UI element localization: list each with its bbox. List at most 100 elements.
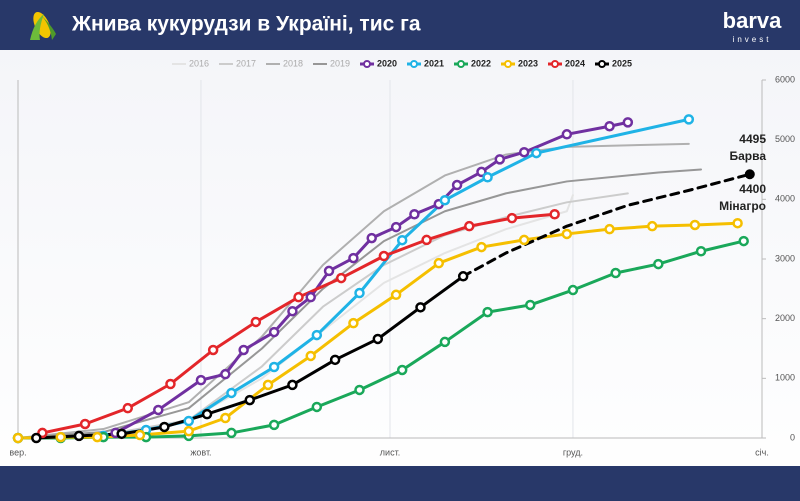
point — [226, 427, 237, 439]
plot: 0 1000 2000 3000 4000 5000 6000 вер. жовт. лист. г… — [9, 58, 795, 457]
y-tick-label: 3000 — [775, 253, 795, 263]
y-tick-label: 5000 — [775, 134, 795, 144]
title: Жнива кукурудзи в Україні, тис га — [71, 13, 421, 36]
point — [646, 220, 658, 232]
legend-marker — [504, 60, 512, 68]
point — [335, 272, 347, 284]
point — [439, 194, 451, 206]
point — [653, 258, 664, 270]
point — [293, 291, 304, 303]
series-line — [17, 168, 703, 439]
point — [287, 379, 298, 391]
x-tick-label: вер. — [9, 447, 26, 457]
point — [226, 387, 237, 399]
legend-label: 2017 — [236, 58, 256, 68]
point — [287, 305, 298, 317]
legend-marker — [457, 60, 465, 68]
point — [372, 333, 384, 345]
point — [348, 317, 359, 329]
forecast-line — [461, 172, 752, 278]
y-tick-label: 6000 — [775, 74, 795, 84]
point — [683, 114, 695, 125]
point — [567, 284, 579, 296]
point — [268, 419, 280, 431]
point — [476, 166, 487, 178]
point — [268, 326, 280, 338]
point — [622, 117, 634, 128]
legend-marker — [598, 60, 606, 68]
point — [610, 267, 621, 279]
y-tick-label: 4000 — [775, 194, 795, 204]
legend-marker — [363, 60, 371, 68]
point — [348, 252, 359, 264]
forecast-point — [744, 169, 755, 180]
point — [92, 431, 103, 443]
point — [433, 257, 445, 269]
point — [482, 172, 493, 183]
annotation-value: 4495 — [739, 132, 766, 146]
point — [220, 412, 231, 424]
point — [366, 232, 377, 244]
logo-sub: invest — [733, 35, 772, 44]
point — [518, 234, 530, 246]
x-tick-label: груд. — [563, 447, 583, 457]
legend-marker — [410, 60, 418, 68]
legend-label: 2024 — [565, 58, 585, 68]
footer-bar — [0, 466, 800, 501]
point — [390, 221, 402, 233]
legend-label: 2021 — [424, 58, 444, 68]
point — [604, 120, 615, 132]
point — [732, 217, 743, 229]
point — [518, 146, 530, 158]
point — [55, 431, 66, 443]
point — [329, 354, 341, 366]
point — [396, 364, 408, 376]
point — [262, 379, 274, 391]
point — [525, 299, 536, 311]
point — [561, 129, 573, 140]
point — [159, 421, 170, 433]
x-tick-label: жовт. — [190, 447, 211, 457]
point — [305, 350, 316, 362]
point — [207, 344, 219, 356]
annotation-label: Мінагро — [719, 199, 766, 213]
legend-label: 2025 — [612, 58, 632, 68]
point — [165, 378, 176, 390]
point — [415, 302, 426, 313]
point — [116, 428, 127, 440]
point — [311, 401, 323, 413]
point — [390, 289, 402, 301]
point — [201, 408, 213, 420]
x-tick-label: лист. — [380, 447, 400, 457]
annotation-value: 4400 — [739, 182, 766, 196]
y-tick-label: 2000 — [775, 313, 795, 323]
point — [482, 306, 493, 318]
point — [238, 344, 249, 356]
point — [73, 430, 85, 442]
point — [549, 209, 560, 220]
point — [311, 329, 323, 341]
corn-icon — [30, 11, 56, 40]
point — [134, 429, 146, 441]
legend-label: 2023 — [518, 58, 538, 68]
point — [506, 212, 518, 224]
point — [183, 415, 195, 427]
point — [250, 316, 262, 328]
point — [464, 220, 475, 232]
point — [457, 271, 469, 282]
point — [244, 394, 255, 406]
y-tick-label: 1000 — [775, 373, 795, 383]
legend-label: 2020 — [377, 58, 397, 68]
point — [378, 250, 390, 262]
point — [439, 336, 451, 348]
legend-label: 2018 — [283, 58, 303, 68]
point — [604, 223, 615, 235]
point — [738, 235, 749, 247]
legend-label: 2016 — [189, 58, 209, 68]
y-tick-label: 0 — [790, 432, 795, 442]
legend-label: 2022 — [471, 58, 491, 68]
point — [354, 384, 365, 396]
point — [220, 368, 231, 380]
point — [12, 432, 24, 444]
